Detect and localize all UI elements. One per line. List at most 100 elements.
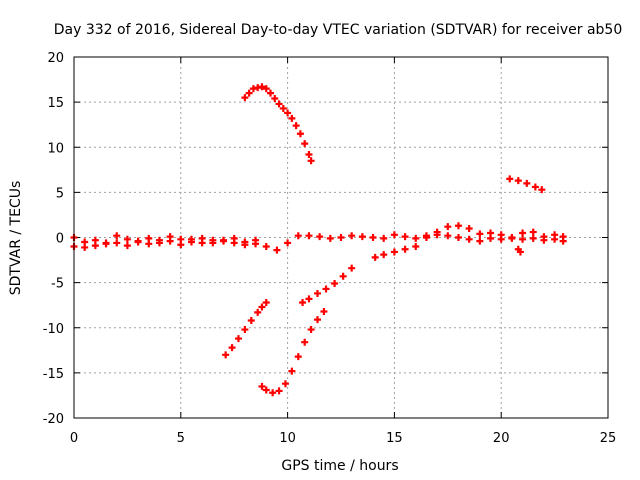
data-point bbox=[145, 240, 153, 248]
data-point bbox=[322, 285, 330, 293]
data-point bbox=[209, 236, 217, 244]
data-point bbox=[465, 235, 473, 243]
data-point bbox=[320, 308, 328, 316]
data-point bbox=[258, 303, 266, 311]
data-point bbox=[326, 234, 334, 242]
data-point bbox=[102, 240, 110, 248]
series-lower-arc-A bbox=[222, 298, 270, 359]
data-point bbox=[166, 237, 174, 245]
data-point bbox=[258, 382, 266, 390]
y-tick-label: -5 bbox=[51, 277, 64, 292]
data-point bbox=[241, 241, 249, 249]
data-point bbox=[198, 239, 206, 247]
x-axis-label: GPS time / hours bbox=[281, 458, 398, 474]
data-point bbox=[258, 83, 266, 91]
data-point bbox=[220, 237, 228, 245]
data-point bbox=[331, 280, 339, 288]
data-point bbox=[187, 238, 195, 246]
data-point bbox=[288, 367, 296, 375]
data-point bbox=[113, 232, 121, 240]
data-point bbox=[262, 298, 270, 306]
data-point bbox=[476, 237, 484, 245]
data-point bbox=[299, 298, 307, 306]
data-point bbox=[241, 94, 249, 102]
data-point bbox=[262, 243, 270, 251]
series-mid-segment bbox=[299, 264, 356, 306]
series-rising-arc bbox=[241, 83, 315, 165]
data-point bbox=[519, 229, 527, 237]
data-point bbox=[540, 236, 548, 244]
data-point bbox=[273, 246, 281, 254]
y-tick-label: -15 bbox=[43, 367, 64, 382]
data-point bbox=[307, 157, 315, 165]
data-point bbox=[337, 234, 345, 241]
data-point bbox=[538, 186, 546, 194]
x-tick-label: 0 bbox=[70, 431, 78, 446]
data-point bbox=[514, 177, 522, 185]
data-point bbox=[454, 222, 462, 230]
data-point bbox=[422, 234, 430, 241]
data-point bbox=[301, 338, 309, 346]
data-point bbox=[316, 233, 324, 241]
data-point bbox=[234, 335, 242, 343]
data-point bbox=[284, 109, 292, 117]
data-point bbox=[559, 237, 567, 245]
data-point bbox=[267, 89, 275, 97]
y-tick-label: 0 bbox=[56, 232, 64, 247]
data-point bbox=[508, 234, 516, 242]
y-tick-label: 5 bbox=[56, 186, 64, 201]
data-point bbox=[305, 232, 313, 240]
data-point bbox=[294, 353, 302, 361]
data-point bbox=[81, 243, 89, 251]
data-point bbox=[275, 387, 283, 395]
x-tick-label: 25 bbox=[600, 431, 617, 446]
x-tick-label: 10 bbox=[279, 431, 296, 446]
data-point bbox=[292, 122, 300, 130]
series-late-dip bbox=[514, 245, 524, 256]
data-point bbox=[123, 235, 131, 243]
data-point bbox=[487, 234, 495, 242]
data-point bbox=[348, 232, 356, 240]
data-point bbox=[401, 245, 409, 253]
data-point bbox=[228, 344, 236, 352]
data-point bbox=[307, 326, 315, 334]
data-point bbox=[134, 238, 142, 246]
data-point bbox=[380, 234, 388, 242]
data-point bbox=[523, 179, 531, 187]
data-point bbox=[390, 231, 398, 239]
data-point bbox=[294, 232, 302, 240]
data-point bbox=[444, 232, 452, 240]
y-axis-label: SDTVAR / TECUs bbox=[8, 181, 24, 296]
plot-frame bbox=[73, 56, 609, 419]
data-point bbox=[262, 85, 270, 93]
data-point bbox=[269, 389, 277, 397]
data-point bbox=[314, 289, 322, 297]
data-point bbox=[222, 351, 230, 359]
data-point bbox=[358, 233, 366, 241]
data-point bbox=[531, 183, 539, 191]
data-point bbox=[401, 233, 409, 241]
data-point bbox=[275, 100, 283, 108]
data-point bbox=[177, 235, 185, 243]
data-point bbox=[412, 234, 420, 242]
data-point bbox=[301, 140, 309, 148]
y-tick-label: 15 bbox=[47, 96, 64, 111]
data-point bbox=[519, 235, 527, 243]
data-point bbox=[271, 95, 279, 103]
data-point bbox=[241, 326, 249, 334]
data-point bbox=[506, 175, 514, 183]
x-tick-label: 15 bbox=[386, 431, 403, 446]
data-point bbox=[380, 251, 388, 259]
data-point bbox=[252, 236, 260, 244]
y-tick-label: 20 bbox=[47, 51, 64, 66]
chart-title: Day 332 of 2016, Sidereal Day-to-day VTE… bbox=[54, 22, 623, 38]
series-lower-arc-B bbox=[258, 308, 328, 397]
data-point bbox=[497, 235, 505, 243]
data-point bbox=[305, 150, 313, 158]
data-point bbox=[371, 253, 379, 261]
data-point bbox=[254, 308, 262, 316]
y-tick-label: -20 bbox=[43, 412, 64, 427]
data-point bbox=[305, 295, 313, 303]
data-point bbox=[516, 248, 524, 256]
